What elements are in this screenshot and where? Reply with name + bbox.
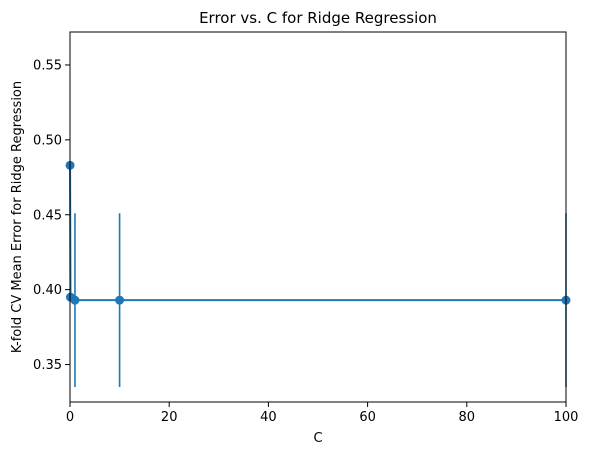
x-axis-label: C <box>313 431 322 446</box>
chart-title: Error vs. C for Ridge Regression <box>199 9 437 27</box>
y-tick-label: 0.35 <box>33 358 62 373</box>
x-tick-label: 40 <box>260 410 277 425</box>
plot-background <box>70 32 566 402</box>
y-tick-label: 0.45 <box>33 208 62 223</box>
x-tick-label: 80 <box>459 410 476 425</box>
y-tick-label: 0.55 <box>33 58 62 73</box>
plot-frame <box>69 31 567 403</box>
x-axis-ticks: 0 20 40 60 80 100 <box>66 402 579 425</box>
y-tick-label: 0.50 <box>33 133 62 148</box>
y-axis-ticks: 0.35 0.40 0.45 0.50 0.55 <box>33 58 70 373</box>
x-tick-label: 0 <box>66 410 74 425</box>
x-tick-label: 20 <box>161 410 178 425</box>
x-tick-label: 60 <box>359 410 376 425</box>
data-point <box>115 295 125 305</box>
y-tick-label: 0.40 <box>33 283 62 298</box>
data-point <box>70 295 80 305</box>
y-axis-label: K-fold CV Mean Error for Ridge Regressio… <box>10 81 25 353</box>
x-tick-label: 100 <box>554 410 579 425</box>
